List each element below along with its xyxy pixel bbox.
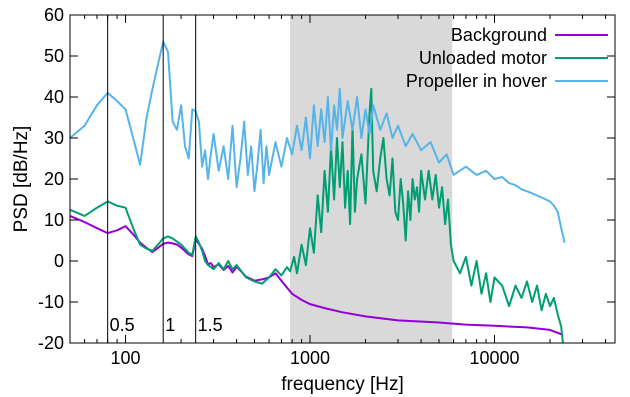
tick-layer: -20 -10 0 10 20 30 40 50 60 100 1000 10000 — [38, 5, 615, 368]
y-tick-label-2: 0 — [54, 251, 64, 271]
x-tick-label-0: 100 — [111, 348, 141, 368]
series-line-2 — [69, 40, 566, 243]
vline-label-1: 1 — [165, 315, 175, 335]
series-layer — [69, 40, 566, 344]
series-line-1 — [69, 87, 564, 344]
vline-layer: 0.5 1 1.5 — [107, 15, 223, 343]
shaded-frequency-band — [290, 15, 453, 343]
y-tick-label-7: 50 — [44, 46, 64, 66]
shaded-band-layer — [290, 15, 453, 343]
y-tick-label-3: 10 — [44, 210, 64, 230]
vline-label-2: 1.5 — [198, 315, 223, 335]
y-tick-label-8: 60 — [44, 5, 64, 25]
x-tick-label-1: 1000 — [290, 348, 330, 368]
legend-label-0: Background — [451, 25, 547, 45]
y-tick-label-1: -10 — [38, 292, 64, 312]
vline-label-0: 0.5 — [110, 315, 135, 335]
x-axis-title: frequency [Hz] — [281, 374, 404, 395]
y-tick-label-5: 30 — [44, 128, 64, 148]
legend-label-1: Unloaded motor — [419, 48, 547, 68]
legend: Background Unloaded motor Propeller in hov… — [406, 25, 608, 91]
y-axis-title: PSD [dB/Hz] — [11, 126, 32, 233]
x-tick-label-2: 10000 — [469, 348, 519, 368]
y-tick-label-4: 20 — [44, 169, 64, 189]
y-tick-label-0: -20 — [38, 333, 64, 353]
y-tick-label-6: 40 — [44, 87, 64, 107]
legend-label-2: Propeller in hover — [406, 71, 547, 91]
